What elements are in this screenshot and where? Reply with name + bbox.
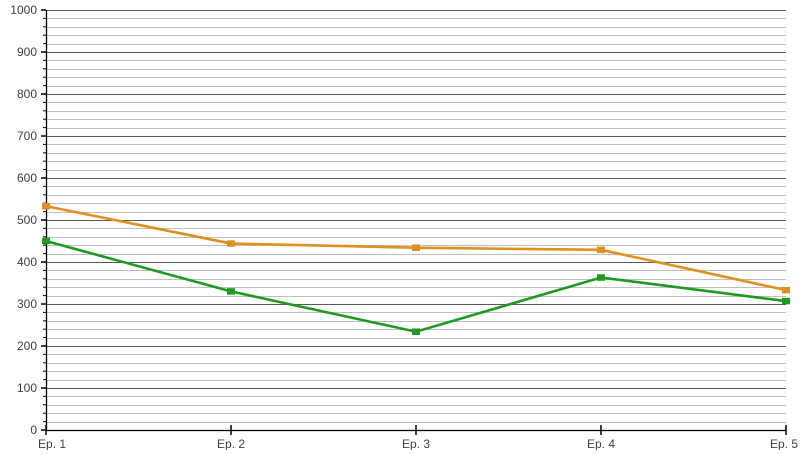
- svg-text:400: 400: [17, 255, 37, 269]
- svg-text:0: 0: [30, 423, 37, 437]
- svg-text:Ep. 4: Ep. 4: [587, 437, 615, 450]
- svg-text:700: 700: [17, 129, 37, 143]
- svg-text:100: 100: [17, 381, 37, 395]
- svg-text:200: 200: [17, 339, 37, 353]
- svg-text:600: 600: [17, 171, 37, 185]
- svg-text:Ep. 2: Ep. 2: [217, 437, 245, 450]
- svg-text:500: 500: [17, 213, 37, 227]
- svg-text:800: 800: [17, 87, 37, 101]
- svg-text:Ep. 1: Ep. 1: [38, 437, 66, 450]
- svg-text:Ep. 5: Ep. 5: [770, 437, 798, 450]
- svg-text:1000: 1000: [10, 3, 37, 17]
- svg-text:300: 300: [17, 297, 37, 311]
- svg-text:Ep. 3: Ep. 3: [402, 437, 430, 450]
- svg-text:900: 900: [17, 45, 37, 59]
